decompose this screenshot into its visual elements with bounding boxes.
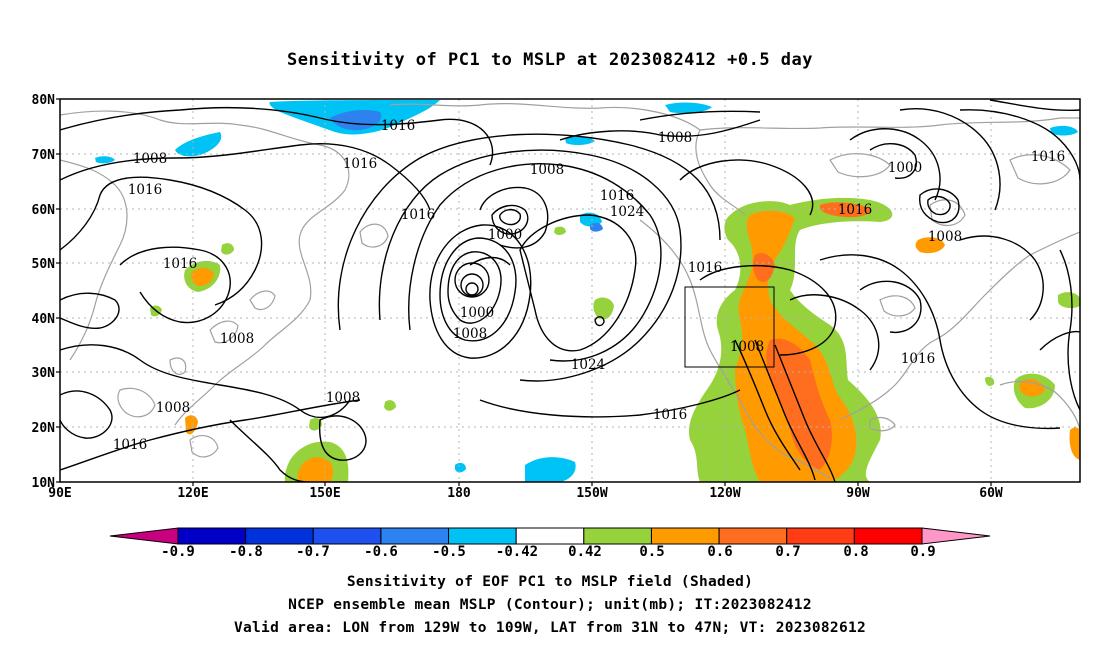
colorbar-label: -0.42 xyxy=(496,544,538,560)
contour-label: 1000 xyxy=(460,305,494,321)
colorbar-arrow-high xyxy=(921,527,991,545)
colorbar-label: 0.7 xyxy=(775,544,800,560)
caption-line-2: NCEP ensemble mean MSLP (Contour); unit(… xyxy=(288,597,812,613)
contour-label: 1024 xyxy=(571,357,605,373)
contour-label: 1016 xyxy=(128,182,162,198)
contour-labels: 1016 1016 1008 1008 1016 1016 1016 1008 … xyxy=(113,118,1065,453)
contour-label: 1008 xyxy=(220,331,254,347)
lat-label: 50N xyxy=(32,257,56,272)
contour-label: 1016 xyxy=(838,202,872,218)
contour-label: 1016 xyxy=(688,260,722,276)
latitude-ticks xyxy=(56,98,60,483)
negative-sensitivity-shading xyxy=(95,100,1078,482)
colorbar-arrow-low xyxy=(109,527,179,545)
contour-label: 1016 xyxy=(343,156,377,172)
mslp-contours xyxy=(60,99,1080,482)
colorbar-swatch xyxy=(177,527,247,545)
colorbar-swatch xyxy=(583,527,652,545)
colorbar-swatch xyxy=(515,527,585,545)
contour-label: 1008 xyxy=(730,339,764,355)
colorbar-swatch xyxy=(853,527,923,545)
map-title: Sensitivity of PC1 to MSLP at 2023082412… xyxy=(286,50,813,70)
plot-frame xyxy=(59,98,1081,483)
caption-line-3: Valid area: LON from 129W to 109W, LAT f… xyxy=(233,620,867,636)
lat-label: 20N xyxy=(32,421,56,436)
contour-label: 1008 xyxy=(928,229,962,245)
valid-area-box xyxy=(684,286,775,368)
lon-label: 180 xyxy=(447,486,471,501)
colorbar-swatch xyxy=(718,527,788,545)
lat-label: 70N xyxy=(32,148,56,163)
colorbar-swatch xyxy=(312,527,382,545)
lat-label: 60N xyxy=(32,203,56,218)
colorbar-label: -0.9 xyxy=(161,544,195,560)
lon-label: 150E xyxy=(309,486,340,501)
colorbar-labels: -0.9 -0.8 -0.7 -0.6 -0.5 -0.42 0.42 0.5 … xyxy=(161,544,936,560)
colorbar-label: 0.9 xyxy=(910,544,935,560)
contour-label: 1008 xyxy=(133,151,167,167)
lat-label: 30N xyxy=(32,366,56,381)
lat-label: 40N xyxy=(32,312,56,327)
contour-label: 1008 xyxy=(326,390,360,406)
contour-label: 1016 xyxy=(600,188,634,204)
colorbar-swatch xyxy=(786,527,855,545)
lon-label: 120E xyxy=(177,486,208,501)
lon-label: 90E xyxy=(48,486,71,501)
lon-label: 120W xyxy=(709,486,740,501)
colorbar-label: 0.5 xyxy=(639,544,664,560)
lat-label: 10N xyxy=(32,476,56,491)
colorbar-label: 0.42 xyxy=(568,544,602,560)
colorbar-label: -0.5 xyxy=(432,544,466,560)
colorbar-swatch xyxy=(650,527,720,545)
caption-line-1: Sensitivity of EOF PC1 to MSLP field (Sh… xyxy=(346,574,754,590)
longitude-labels: 90E 120E 150E 180 150W 120W 90W 60W xyxy=(48,486,1003,501)
positive-sensitivity-shading xyxy=(150,197,1080,482)
latitude-labels: 80N 70N 60N 50N 40N 30N 20N 10N xyxy=(32,93,56,491)
longitude-ticks xyxy=(192,482,992,486)
contour-label: 1000 xyxy=(888,160,922,176)
contour-label: 1016 xyxy=(1031,149,1065,165)
contour-label: 1024 xyxy=(610,204,644,220)
contour-label: 1008 xyxy=(530,162,564,178)
colorbar-label: 0.6 xyxy=(707,544,732,560)
contour-label: 1016 xyxy=(113,437,147,453)
colorbar-label: -0.6 xyxy=(364,544,398,560)
colorbar-swatch xyxy=(448,527,517,545)
contour-label: 1000 xyxy=(488,227,522,243)
contour-label: 1016 xyxy=(653,407,687,423)
colorbar xyxy=(109,527,991,545)
colorbar-label: -0.8 xyxy=(229,544,263,560)
contour-label: 1008 xyxy=(658,130,692,146)
colorbar-label: 0.8 xyxy=(843,544,868,560)
colorbar-swatch xyxy=(380,527,450,545)
lon-label: 60W xyxy=(979,486,1003,501)
lat-label: 80N xyxy=(32,93,56,108)
contour-label: 1008 xyxy=(453,326,487,342)
contour-label: 1016 xyxy=(401,207,435,223)
contour-label: 1008 xyxy=(156,400,190,416)
colorbar-label: -0.7 xyxy=(296,544,330,560)
contour-label: 1016 xyxy=(381,118,415,134)
lon-label: 150W xyxy=(576,486,607,501)
contour-label: 1016 xyxy=(163,256,197,272)
coastlines xyxy=(60,103,1080,479)
colorbar-swatch xyxy=(245,527,314,545)
contour-label: 1016 xyxy=(901,351,935,367)
lon-label: 90W xyxy=(846,486,870,501)
